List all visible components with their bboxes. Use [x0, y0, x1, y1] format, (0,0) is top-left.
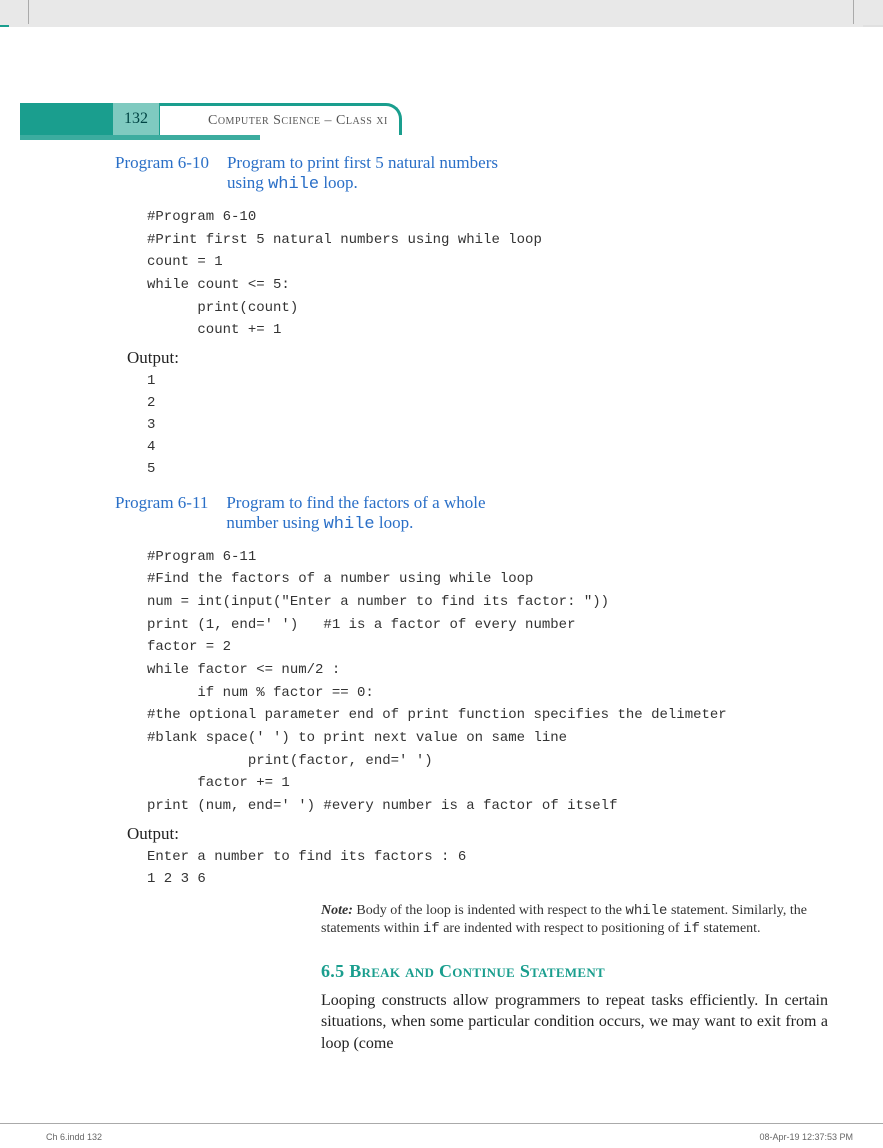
output-block-1: 1 2 3 4 5	[147, 370, 828, 481]
program-title-line2a: using	[227, 173, 268, 192]
program-label-2: Program 6-11	[115, 493, 226, 534]
page-number: 132	[113, 103, 159, 135]
program-title-line2b: loop.	[319, 173, 358, 192]
note-text-1: Body of the loop is indented with respec…	[353, 903, 626, 918]
header-tab: Computer Science – Class xi	[160, 103, 402, 135]
program-title2-line2a: number using	[226, 513, 323, 532]
output-label-1: Output:	[127, 348, 828, 368]
footer-right: 08-Apr-19 12:37:53 PM	[759, 1132, 853, 1142]
note-kw1: while	[625, 903, 667, 919]
program-title-kw: while	[268, 175, 319, 194]
code-block-1: #Program 6-10 #Print first 5 natural num…	[147, 206, 828, 342]
note-label: Note:	[321, 903, 353, 918]
note-text-3: are indented with respect to positioning…	[440, 921, 683, 936]
code-block-2: #Program 6-11 #Find the factors of a num…	[147, 546, 828, 818]
section-heading: 6.5 Break and Continue Statement	[321, 961, 828, 982]
note-text-4: statement.	[700, 921, 761, 936]
program-desc-1: Program to print first 5 natural numbers…	[227, 153, 498, 194]
footer-left: Ch 6.indd 132	[46, 1132, 102, 1142]
program-title2-line1: Program to find the factors of a whole	[226, 493, 485, 512]
program-label-1: Program 6-10	[115, 153, 227, 194]
section-number: 6.5	[321, 961, 344, 981]
program-title-2: Program 6-11 Program to find the factors…	[115, 493, 828, 534]
footer: Ch 6.indd 132 08-Apr-19 12:37:53 PM	[0, 1123, 883, 1148]
program-desc-2: Program to find the factors of a whole n…	[226, 493, 485, 534]
program-title2-line2b: loop.	[375, 513, 414, 532]
note-kw2: if	[423, 921, 440, 937]
output-block-2: Enter a number to find its factors : 6 1…	[147, 846, 828, 890]
top-frame	[28, 0, 854, 24]
section-body: Looping constructs allow programmers to …	[321, 990, 828, 1055]
section-title: Break and Continue Statement	[349, 961, 605, 981]
output-label-2: Output:	[127, 824, 828, 844]
program-title-line1: Program to print first 5 natural numbers	[227, 153, 498, 172]
content-area: Program 6-10 Program to print first 5 na…	[115, 153, 828, 1055]
note-block: Note: Body of the loop is indented with …	[321, 902, 828, 939]
note-kw3: if	[683, 921, 700, 937]
program-title2-kw: while	[324, 515, 375, 534]
page: 132 Computer Science – Class xi Program …	[0, 27, 883, 1123]
program-title-1: Program 6-10 Program to print first 5 na…	[115, 153, 828, 194]
